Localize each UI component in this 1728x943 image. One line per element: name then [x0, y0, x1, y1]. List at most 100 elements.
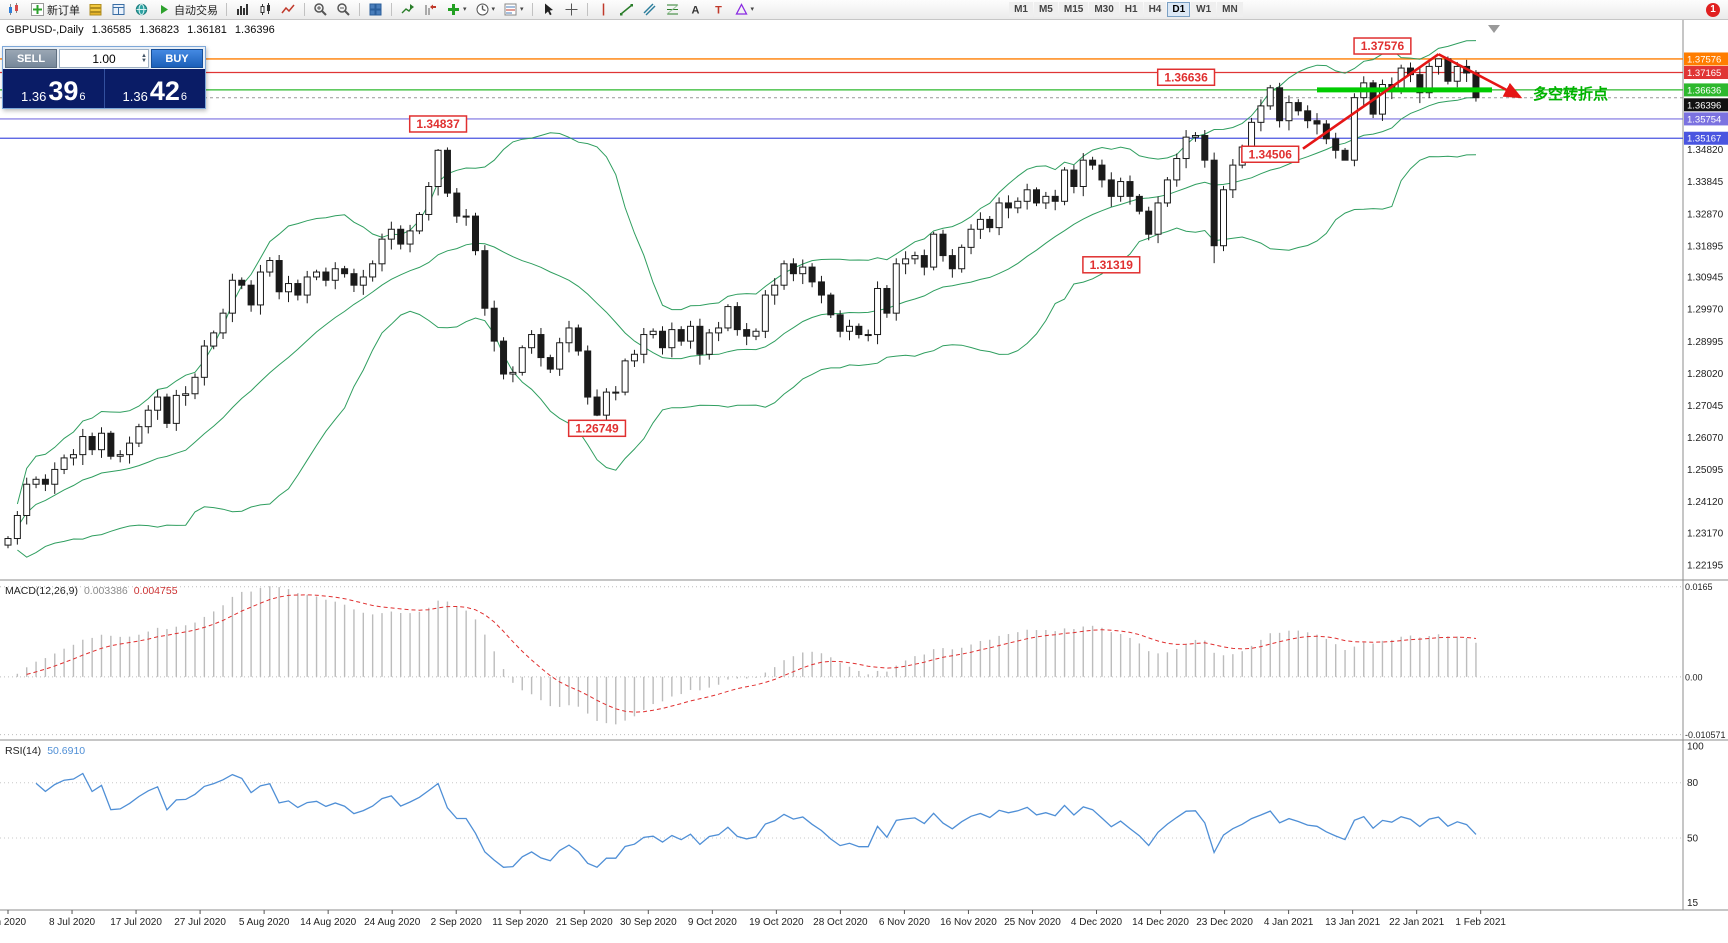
line-chart-mode-icon[interactable] [278, 0, 299, 19]
svg-text:1.37165: 1.37165 [1687, 68, 1721, 79]
crosshair-tool-icon-glyph [565, 3, 578, 16]
market-watch-icon[interactable] [85, 0, 106, 19]
navigator-icon[interactable] [131, 0, 152, 19]
timeframe-button-mn[interactable]: MN [1217, 2, 1243, 17]
timeframe-button-h4[interactable]: H4 [1143, 2, 1167, 17]
timeframe-button-d1[interactable]: D1 [1167, 2, 1191, 17]
chart-ohlc-header: GBPUSD-,Daily 1.36585 1.36823 1.36181 1.… [6, 24, 275, 36]
price-annotation[interactable]: 1.31319 [1082, 256, 1141, 274]
svg-text:1.24120: 1.24120 [1687, 497, 1724, 508]
volume-increase-icon[interactable]: ▲ [141, 52, 147, 59]
svg-text:30 Sep 2020: 30 Sep 2020 [620, 917, 677, 928]
notification-badge[interactable]: 1 [1706, 3, 1720, 17]
shapes-tool-icon[interactable]: ▾ [731, 0, 758, 19]
timeframe-button-m5[interactable]: M5 [1033, 2, 1058, 17]
turning-point-label[interactable]: 多空转折点 [1533, 86, 1609, 103]
timeframe-button-h1[interactable]: H1 [1119, 2, 1143, 17]
price-annotation[interactable]: 1.34837 [408, 115, 468, 133]
timeframe-button-m15[interactable]: M15 [1058, 2, 1089, 17]
zoom-out-icon[interactable] [333, 0, 354, 19]
chevron-down-icon[interactable]: ▾ [463, 6, 467, 13]
fibonacci-tool-icon-glyph [666, 4, 678, 15]
chevron-down-icon[interactable]: ▾ [520, 6, 524, 13]
svg-text:14 Dec 2020: 14 Dec 2020 [1132, 917, 1189, 928]
sell-button[interactable]: SELL [5, 49, 57, 68]
price-annotation[interactable]: 1.37576 [1353, 37, 1412, 55]
periods-menu-icon[interactable]: ▾ [472, 0, 499, 19]
svg-text:1 Feb 2021: 1 Feb 2021 [1455, 917, 1506, 928]
terminal-chart-icon[interactable] [4, 0, 25, 19]
volume-stepper[interactable]: 1.00 ▲ ▼ [59, 49, 149, 68]
autotrade-button[interactable]: 自动交易 [154, 0, 221, 19]
chart-shift-icon[interactable] [420, 0, 441, 19]
data-window-icon-glyph [112, 4, 125, 15]
buy-price[interactable]: 1.36 42 6 [122, 76, 187, 107]
cursor-tool-icon[interactable] [538, 0, 559, 19]
timeframe-button-w1[interactable]: W1 [1191, 2, 1217, 17]
high-value: 1.36823 [139, 24, 180, 36]
line-chart-mode-icon-glyph [281, 4, 295, 14]
svg-text:1.26749: 1.26749 [575, 421, 619, 435]
new-order-button[interactable]: 新订单 [27, 0, 83, 19]
svg-text:1.28020: 1.28020 [1687, 369, 1724, 380]
svg-text:80: 80 [1687, 778, 1699, 789]
price-annotation[interactable]: 1.36636 [1156, 68, 1216, 87]
price-annotation[interactable]: 1.34506 [1241, 145, 1300, 164]
svg-text:1.29970: 1.29970 [1687, 305, 1724, 316]
bar-chart-mode-icon-glyph [237, 4, 248, 15]
svg-text:1.31895: 1.31895 [1687, 241, 1724, 252]
trendline-tool-icon[interactable] [616, 0, 637, 19]
horizontal-level-lines[interactable] [0, 58, 1683, 139]
chart-shift-icon-glyph [425, 4, 436, 15]
svg-text:4 Dec 2020: 4 Dec 2020 [1071, 917, 1123, 928]
svg-text:24 Aug 2020: 24 Aug 2020 [364, 917, 421, 928]
data-window-icon[interactable] [108, 0, 129, 19]
svg-text:16 Nov 2020: 16 Nov 2020 [940, 917, 997, 928]
tile-windows-icon[interactable] [365, 0, 386, 19]
svg-text:1.27045: 1.27045 [1687, 401, 1724, 412]
svg-text:28 Oct 2020: 28 Oct 2020 [813, 917, 868, 928]
svg-text:6 Nov 2020: 6 Nov 2020 [879, 917, 931, 928]
chevron-down-icon[interactable]: ▾ [750, 6, 755, 13]
terminal-chart-icon-glyph [9, 3, 18, 15]
buy-button[interactable]: BUY [151, 49, 203, 68]
fibonacci-tool-icon[interactable] [662, 0, 683, 19]
close-value: 1.36396 [234, 24, 275, 36]
svg-text:2 Sep 2020: 2 Sep 2020 [431, 917, 483, 928]
svg-text:13 Jan 2021: 13 Jan 2021 [1325, 917, 1380, 928]
channel-tool-icon-glyph [643, 3, 656, 16]
cursor-tool-icon-glyph [544, 3, 553, 16]
auto-scroll-icon[interactable] [397, 0, 418, 19]
volume-decrease-icon[interactable]: ▼ [141, 57, 147, 64]
indicators-menu-icon[interactable]: ▾ [443, 0, 470, 19]
crosshair-tool-icon[interactable] [561, 0, 582, 19]
vertical-line-tool-icon[interactable] [593, 0, 614, 19]
candlestick-mode-icon[interactable] [255, 0, 276, 19]
svg-text:8 Jul 2020: 8 Jul 2020 [49, 917, 96, 928]
svg-text:1.35167: 1.35167 [1687, 134, 1721, 145]
svg-text:23 Dec 2020: 23 Dec 2020 [1196, 917, 1253, 928]
chevron-down-icon[interactable]: ▾ [491, 6, 496, 13]
channel-tool-icon[interactable] [639, 0, 660, 19]
price-axis: 1.34820 1.33845 1.32870 1.31895 1.30945 1.299… [1684, 52, 1728, 909]
toolbar-separator [586, 3, 588, 16]
timeframe-button-m1[interactable]: M1 [1009, 2, 1033, 17]
svg-text:A: A [691, 5, 699, 17]
timeframe-button-m30[interactable]: M30 [1089, 2, 1119, 17]
text-tool-icon[interactable]: A [685, 0, 706, 19]
trend-drawings[interactable] [1302, 53, 1523, 150]
price-annotation[interactable]: 1.26749 [567, 419, 627, 438]
templates-menu-icon-glyph [504, 3, 517, 16]
sell-price[interactable]: 1.36 39 6 [21, 76, 86, 107]
bar-chart-mode-icon[interactable] [232, 0, 253, 19]
templates-menu-icon[interactable]: ▾ [500, 0, 527, 19]
chart-shift-marker[interactable] [1488, 25, 1500, 33]
zoom-out-icon-glyph [337, 3, 350, 16]
zoom-in-icon[interactable] [310, 0, 331, 19]
macd-indicator-label: MACD(12,26,9) 0.003386 0.004755 [5, 585, 178, 597]
timeframe-group: M1 M5 M15 M30 H1 H4 D1 W1 MN [1009, 2, 1243, 17]
svg-text:1.26070: 1.26070 [1687, 433, 1724, 444]
label-tool-icon[interactable]: T [708, 0, 729, 19]
svg-text:1.25095: 1.25095 [1687, 465, 1724, 476]
